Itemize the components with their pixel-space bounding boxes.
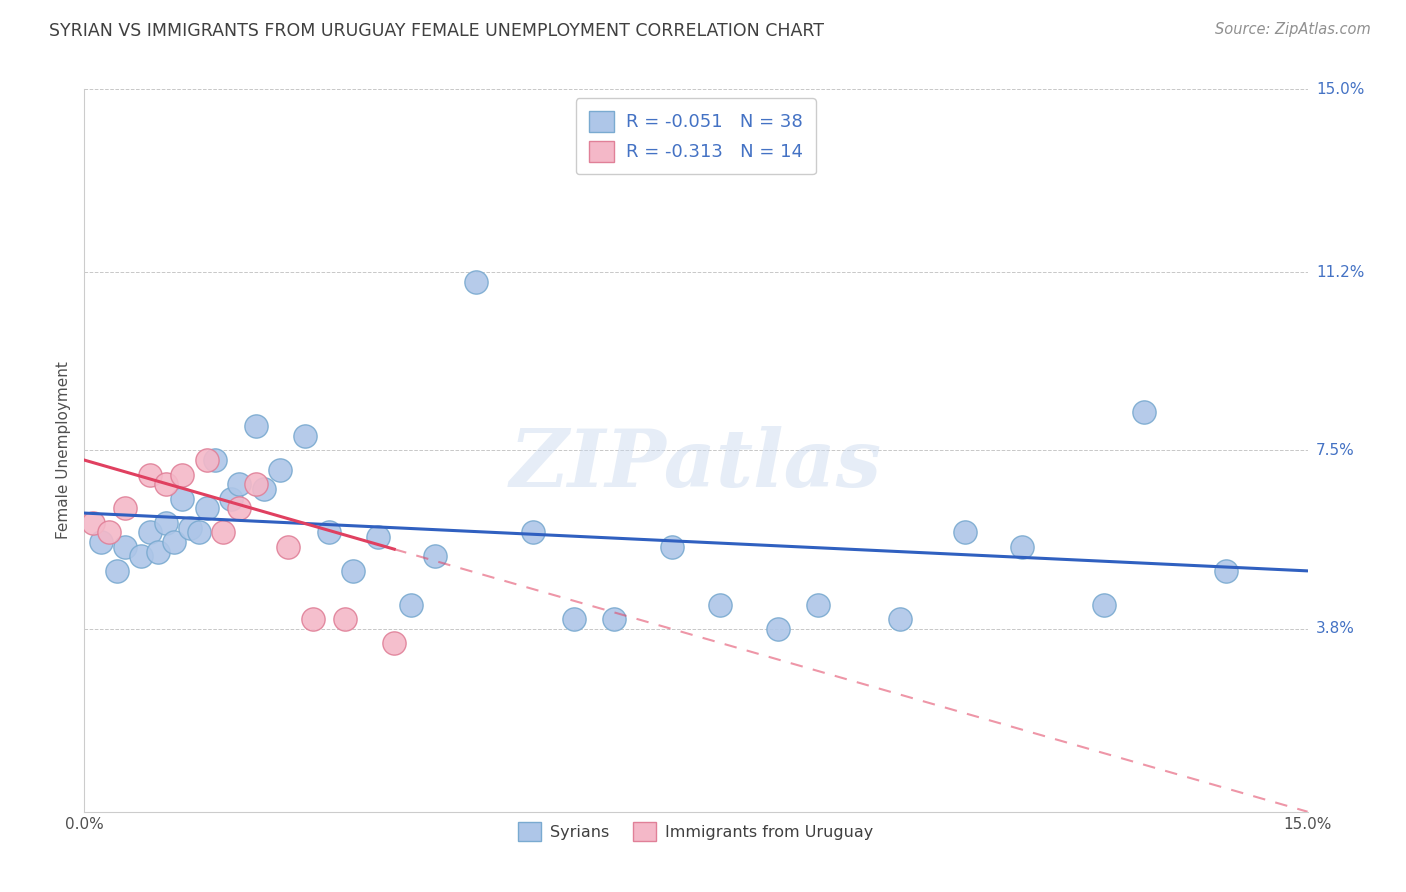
Point — [195, 453, 218, 467]
Point — [367, 530, 389, 544]
Point — [146, 544, 169, 558]
Point — [953, 525, 976, 540]
Text: Source: ZipAtlas.com: Source: ZipAtlas.com — [1215, 22, 1371, 37]
Point — [342, 564, 364, 578]
Text: 15.0%: 15.0% — [1316, 82, 1364, 96]
Legend: Syrians, Immigrants from Uruguay: Syrians, Immigrants from Uruguay — [512, 816, 880, 847]
Point — [138, 525, 160, 540]
Point — [889, 612, 911, 626]
Point — [335, 612, 357, 626]
Point — [82, 516, 104, 530]
Point — [464, 275, 486, 289]
Text: ZIPatlas: ZIPatlas — [510, 426, 882, 504]
Point — [131, 549, 153, 564]
Point — [423, 549, 446, 564]
Point — [105, 564, 128, 578]
Text: 11.2%: 11.2% — [1316, 265, 1364, 280]
Point — [163, 535, 186, 549]
Point — [807, 598, 830, 612]
Point — [212, 525, 235, 540]
Point — [204, 453, 226, 467]
Point — [318, 525, 340, 540]
Point — [245, 419, 267, 434]
Point — [269, 463, 291, 477]
Point — [90, 535, 112, 549]
Point — [301, 612, 323, 626]
Text: 3.8%: 3.8% — [1316, 621, 1355, 636]
Point — [228, 477, 250, 491]
Point — [97, 525, 120, 540]
Point — [245, 477, 267, 491]
Point — [522, 525, 544, 540]
Point — [228, 501, 250, 516]
Point — [766, 622, 789, 636]
Point — [277, 540, 299, 554]
Point — [1133, 405, 1156, 419]
Point — [661, 540, 683, 554]
Point — [603, 612, 626, 626]
Point — [195, 501, 218, 516]
Point — [187, 525, 209, 540]
Point — [155, 516, 177, 530]
Point — [709, 598, 731, 612]
Text: SYRIAN VS IMMIGRANTS FROM URUGUAY FEMALE UNEMPLOYMENT CORRELATION CHART: SYRIAN VS IMMIGRANTS FROM URUGUAY FEMALE… — [49, 22, 824, 40]
Point — [294, 429, 316, 443]
Text: 7.5%: 7.5% — [1316, 443, 1354, 458]
Y-axis label: Female Unemployment: Female Unemployment — [56, 361, 72, 540]
Point — [1215, 564, 1237, 578]
Point — [172, 491, 194, 506]
Point — [399, 598, 422, 612]
Point — [114, 501, 136, 516]
Point — [179, 520, 201, 534]
Point — [562, 612, 585, 626]
Point — [253, 482, 276, 496]
Point — [219, 491, 242, 506]
Point — [155, 477, 177, 491]
Point — [138, 467, 160, 482]
Point — [382, 636, 405, 650]
Point — [1011, 540, 1033, 554]
Point — [172, 467, 194, 482]
Point — [114, 540, 136, 554]
Point — [1092, 598, 1115, 612]
